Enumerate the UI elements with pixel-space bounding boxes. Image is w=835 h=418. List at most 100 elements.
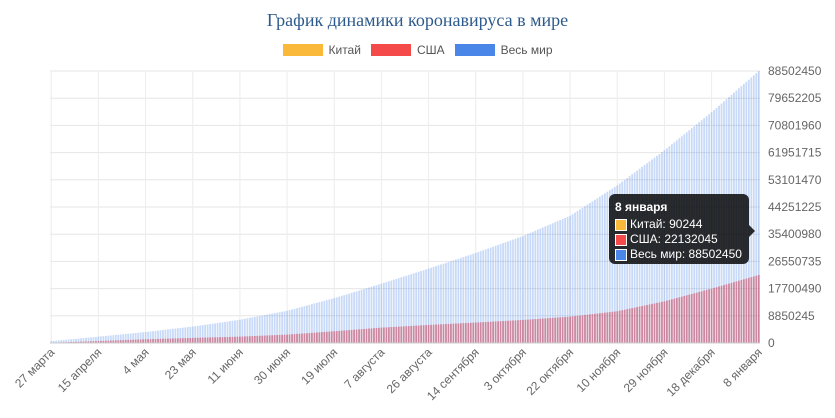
bar-usa[interactable] — [385, 327, 388, 343]
bar-world[interactable] — [149, 331, 152, 343]
bar-usa[interactable] — [616, 311, 619, 343]
bar-usa[interactable] — [725, 284, 728, 343]
bar-world[interactable] — [243, 318, 246, 343]
bar-usa[interactable] — [663, 301, 666, 343]
bar-usa[interactable] — [400, 326, 403, 343]
bar-world[interactable] — [256, 316, 259, 343]
bar-usa[interactable] — [189, 337, 192, 343]
bar-usa[interactable] — [355, 329, 358, 343]
bar-world[interactable] — [425, 269, 427, 343]
bar-world[interactable] — [509, 240, 512, 344]
bar-world[interactable] — [586, 204, 589, 343]
bar-usa[interactable] — [296, 333, 298, 343]
bar-world[interactable] — [479, 251, 482, 343]
bar-world[interactable] — [315, 302, 318, 343]
bar-world[interactable] — [571, 214, 574, 343]
bar-world[interactable] — [181, 327, 184, 343]
bar-world[interactable] — [55, 340, 58, 343]
bar-usa[interactable] — [742, 279, 745, 343]
bar-usa[interactable] — [167, 338, 169, 343]
bar-usa[interactable] — [623, 309, 626, 343]
bar-usa[interactable] — [216, 337, 219, 343]
bar-world[interactable] — [278, 312, 281, 343]
bar-usa[interactable] — [673, 298, 676, 343]
bar-world[interactable] — [445, 262, 447, 343]
bar-world[interactable] — [258, 315, 261, 343]
bar-usa[interactable] — [484, 321, 487, 343]
bar-world[interactable] — [757, 71, 760, 343]
bar-usa[interactable] — [596, 313, 599, 343]
bar-world[interactable] — [226, 321, 229, 343]
bar-world[interactable] — [412, 273, 415, 343]
bar-usa[interactable] — [348, 330, 351, 343]
bar-usa[interactable] — [564, 316, 567, 343]
bar-usa[interactable] — [370, 328, 373, 343]
bar-usa[interactable] — [412, 325, 415, 343]
bar-usa[interactable] — [728, 283, 730, 343]
bar-usa[interactable] — [209, 337, 212, 343]
bar-world[interactable] — [752, 75, 755, 343]
bar-usa[interactable] — [271, 335, 274, 343]
bar-usa[interactable] — [499, 321, 502, 343]
bar-usa[interactable] — [507, 320, 509, 343]
bar-usa[interactable] — [641, 306, 643, 343]
bar-world[interactable] — [214, 323, 216, 343]
bar-world[interactable] — [591, 201, 594, 343]
bar-world[interactable] — [387, 281, 390, 343]
bar-world[interactable] — [536, 229, 539, 343]
bar-world[interactable] — [85, 337, 87, 343]
bar-world[interactable] — [539, 228, 542, 343]
bar-world[interactable] — [122, 334, 125, 343]
bar-usa[interactable] — [306, 333, 308, 343]
bar-usa[interactable] — [368, 328, 370, 343]
bar-world[interactable] — [184, 327, 187, 343]
bar-usa[interactable] — [594, 313, 596, 343]
bar-world[interactable] — [144, 332, 147, 343]
bar-world[interactable] — [129, 333, 132, 343]
bar-usa[interactable] — [134, 339, 137, 343]
bar-world[interactable] — [266, 314, 269, 343]
bar-world[interactable] — [114, 334, 117, 343]
bar-world[interactable] — [308, 304, 311, 343]
bar-world[interactable] — [559, 220, 562, 343]
bar-world[interactable] — [385, 282, 388, 343]
bar-usa[interactable] — [584, 314, 586, 343]
bar-usa[interactable] — [556, 317, 559, 344]
bar-usa[interactable] — [452, 323, 455, 343]
bar-world[interactable] — [529, 232, 532, 343]
bar-usa[interactable] — [174, 338, 177, 343]
bar-world[interactable] — [464, 256, 467, 343]
bar-usa[interactable] — [278, 334, 281, 343]
bar-usa[interactable] — [104, 340, 107, 343]
bar-world[interactable] — [234, 320, 236, 343]
bar-usa[interactable] — [92, 341, 95, 343]
bar-world[interactable] — [87, 337, 90, 343]
bar-usa[interactable] — [179, 338, 182, 343]
bar-world[interactable] — [576, 210, 579, 343]
bar-usa[interactable] — [613, 311, 616, 343]
bar-world[interactable] — [320, 301, 323, 343]
bar-world[interactable] — [179, 327, 182, 343]
bar-world[interactable] — [157, 330, 159, 343]
bar-world[interactable] — [335, 297, 338, 343]
bar-usa[interactable] — [738, 280, 740, 343]
bar-usa[interactable] — [330, 331, 333, 343]
bar-world[interactable] — [566, 216, 569, 343]
bar-usa[interactable] — [248, 336, 251, 343]
bar-world[interactable] — [422, 270, 425, 343]
bar-usa[interactable] — [214, 337, 216, 343]
bar-world[interactable] — [301, 306, 303, 343]
bar-usa[interactable] — [755, 275, 758, 343]
bar-usa[interactable] — [325, 331, 328, 343]
bar-usa[interactable] — [114, 340, 117, 343]
bar-usa[interactable] — [720, 285, 723, 343]
bar-usa[interactable] — [464, 323, 467, 343]
bar-world[interactable] — [251, 317, 254, 343]
bar-world[interactable] — [524, 234, 527, 343]
bar-world[interactable] — [216, 322, 219, 343]
bar-world[interactable] — [606, 191, 609, 343]
bar-usa[interactable] — [159, 338, 162, 343]
bar-usa[interactable] — [747, 277, 750, 343]
bar-world[interactable] — [750, 77, 753, 344]
bar-usa[interactable] — [695, 292, 698, 343]
